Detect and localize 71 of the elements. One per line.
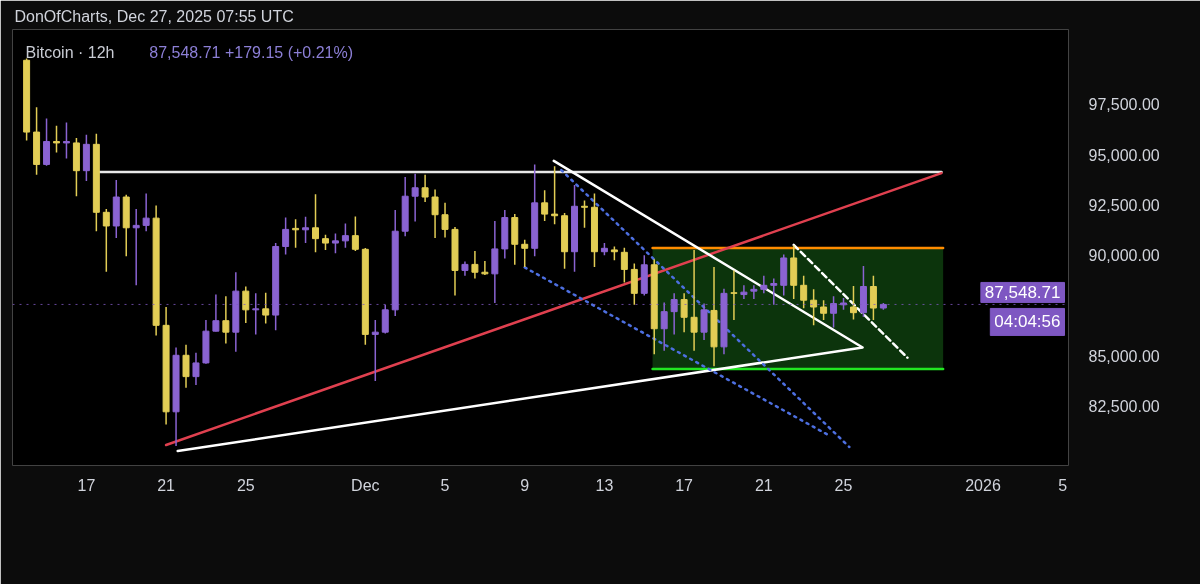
candlestick <box>431 188 439 239</box>
candlestick <box>690 249 698 352</box>
candlestick <box>102 208 110 273</box>
candlestick <box>849 285 857 321</box>
candlestick <box>660 301 668 352</box>
candlestick <box>262 292 270 325</box>
y-tick-label: 82,500.00 <box>1088 397 1160 415</box>
candlestick <box>581 199 588 229</box>
candlestick <box>192 351 200 386</box>
y-tick-label: 92,500.00 <box>1088 196 1160 214</box>
candlestick <box>282 216 290 256</box>
candlestick <box>521 238 529 268</box>
candlestick <box>351 215 359 252</box>
candlestick <box>670 292 678 336</box>
candlestick <box>222 295 230 345</box>
candlestick <box>820 299 828 321</box>
candlestick <box>182 344 190 389</box>
candlestick <box>770 277 778 306</box>
y-tick-label: 90,000.00 <box>1088 247 1160 265</box>
candlestick <box>341 222 349 249</box>
y-tick-label: 97,500.00 <box>1088 96 1160 114</box>
candlestick <box>242 285 250 324</box>
candlestick <box>62 121 70 160</box>
candlestick <box>371 319 379 382</box>
text: 87,548.71 +179.15 (+0.21%) <box>149 44 354 61</box>
x-tick-label: 5 <box>1058 476 1068 494</box>
candlestick <box>331 232 339 255</box>
candlestick <box>680 292 688 333</box>
candlestick <box>869 274 877 321</box>
x-tick-label: 21 <box>754 476 773 494</box>
x-tick-label: 21 <box>157 476 176 494</box>
candlestick <box>312 193 320 254</box>
candlestick <box>471 250 479 280</box>
candlestick <box>630 262 638 306</box>
x-tick-label: 13 <box>595 476 614 494</box>
candlestick <box>142 192 150 232</box>
candlestick <box>620 246 628 284</box>
x-tick-label: 5 <box>440 476 450 494</box>
y-tick-label: 95,000.00 <box>1088 146 1160 164</box>
candlestick <box>730 269 738 321</box>
candlestick <box>411 172 419 223</box>
candlestick <box>53 125 60 154</box>
candlestick <box>830 295 838 329</box>
x-tick-label: 2026 <box>965 476 1001 494</box>
candlestick <box>800 274 808 309</box>
x-tick-label: 25 <box>834 476 853 494</box>
candlestick <box>212 293 220 333</box>
x-tick-label: Dec <box>351 476 380 494</box>
y-tick-label: 85,000.00 <box>1088 347 1160 365</box>
candlestick <box>441 202 449 239</box>
annotation: 04:04:56 <box>994 312 1061 332</box>
text: DonOfCharts, Dec 27, 2025 07:55 UTC <box>14 7 294 25</box>
candlestick <box>252 292 260 336</box>
ref-line-label: 87,548.71 <box>984 283 1061 303</box>
candlestick <box>541 189 549 222</box>
candlestick <box>700 302 708 341</box>
candlestick <box>381 304 389 335</box>
x-tick-label: 17 <box>77 476 96 494</box>
text: Bitcoin · 12h <box>25 44 115 61</box>
candlestick <box>810 288 818 327</box>
candlestick <box>421 173 429 203</box>
x-tick-label: 17 <box>675 476 694 494</box>
x-tick-label: 9 <box>520 476 530 494</box>
candlestick <box>740 284 748 300</box>
candlestick <box>551 165 559 226</box>
candlestick <box>481 260 489 276</box>
candlestick <box>43 117 51 167</box>
x-tick-label: 25 <box>236 476 255 494</box>
candlestick <box>750 284 758 300</box>
candlestick <box>302 215 310 244</box>
candlestick <box>132 208 140 287</box>
